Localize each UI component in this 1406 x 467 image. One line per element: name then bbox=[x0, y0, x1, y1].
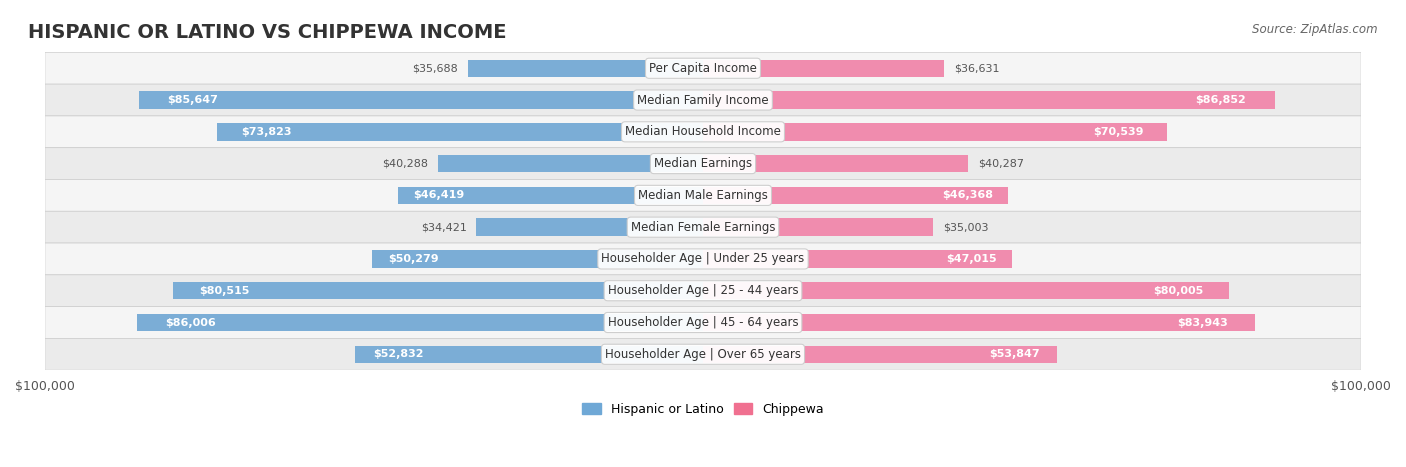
Bar bbox=[468, 59, 703, 77]
Text: Householder Age | 45 - 64 years: Householder Age | 45 - 64 years bbox=[607, 316, 799, 329]
Bar bbox=[136, 314, 703, 331]
Text: $70,539: $70,539 bbox=[1094, 127, 1144, 137]
Text: Householder Age | 25 - 44 years: Householder Age | 25 - 44 years bbox=[607, 284, 799, 297]
Text: $40,288: $40,288 bbox=[382, 159, 427, 169]
Text: $36,631: $36,631 bbox=[953, 63, 1000, 73]
FancyBboxPatch shape bbox=[45, 52, 1361, 84]
Text: $46,368: $46,368 bbox=[942, 191, 993, 200]
FancyBboxPatch shape bbox=[45, 84, 1361, 116]
Bar bbox=[477, 219, 703, 236]
Bar bbox=[703, 123, 1167, 141]
FancyBboxPatch shape bbox=[45, 211, 1361, 243]
Bar bbox=[703, 155, 969, 172]
Text: Median Earnings: Median Earnings bbox=[654, 157, 752, 170]
Bar bbox=[356, 346, 703, 363]
FancyBboxPatch shape bbox=[45, 339, 1361, 370]
Text: Median Male Earnings: Median Male Earnings bbox=[638, 189, 768, 202]
Bar bbox=[703, 187, 1008, 204]
Text: $85,647: $85,647 bbox=[167, 95, 218, 105]
Text: Householder Age | Under 25 years: Householder Age | Under 25 years bbox=[602, 253, 804, 265]
Bar bbox=[703, 282, 1229, 299]
Bar bbox=[703, 219, 934, 236]
Bar bbox=[398, 187, 703, 204]
Text: $52,832: $52,832 bbox=[373, 349, 423, 359]
Bar bbox=[703, 91, 1275, 109]
Text: $53,847: $53,847 bbox=[988, 349, 1039, 359]
Text: Median Female Earnings: Median Female Earnings bbox=[631, 221, 775, 234]
Text: HISPANIC OR LATINO VS CHIPPEWA INCOME: HISPANIC OR LATINO VS CHIPPEWA INCOME bbox=[28, 23, 506, 42]
Bar bbox=[437, 155, 703, 172]
FancyBboxPatch shape bbox=[45, 116, 1361, 148]
Text: Source: ZipAtlas.com: Source: ZipAtlas.com bbox=[1253, 23, 1378, 36]
Text: $46,419: $46,419 bbox=[413, 191, 464, 200]
Text: $86,006: $86,006 bbox=[166, 318, 217, 327]
FancyBboxPatch shape bbox=[45, 148, 1361, 179]
Bar bbox=[703, 346, 1057, 363]
Text: $86,852: $86,852 bbox=[1195, 95, 1246, 105]
FancyBboxPatch shape bbox=[45, 243, 1361, 275]
Text: $40,287: $40,287 bbox=[979, 159, 1024, 169]
Text: Median Household Income: Median Household Income bbox=[626, 125, 780, 138]
Text: Householder Age | Over 65 years: Householder Age | Over 65 years bbox=[605, 348, 801, 361]
Text: $35,003: $35,003 bbox=[943, 222, 988, 232]
Bar bbox=[703, 250, 1012, 268]
Bar bbox=[703, 314, 1256, 331]
Text: $83,943: $83,943 bbox=[1177, 318, 1227, 327]
Text: $34,421: $34,421 bbox=[420, 222, 467, 232]
Bar bbox=[373, 250, 703, 268]
FancyBboxPatch shape bbox=[45, 307, 1361, 339]
Text: $35,688: $35,688 bbox=[412, 63, 458, 73]
Bar bbox=[139, 91, 703, 109]
Text: $80,515: $80,515 bbox=[200, 286, 250, 296]
Text: $50,279: $50,279 bbox=[388, 254, 439, 264]
Text: $73,823: $73,823 bbox=[242, 127, 292, 137]
Text: $80,005: $80,005 bbox=[1153, 286, 1204, 296]
Bar bbox=[173, 282, 703, 299]
Text: Per Capita Income: Per Capita Income bbox=[650, 62, 756, 75]
FancyBboxPatch shape bbox=[45, 179, 1361, 211]
Text: $47,015: $47,015 bbox=[946, 254, 997, 264]
Bar bbox=[217, 123, 703, 141]
Text: Median Family Income: Median Family Income bbox=[637, 93, 769, 106]
Legend: Hispanic or Latino, Chippewa: Hispanic or Latino, Chippewa bbox=[576, 398, 830, 421]
Bar bbox=[703, 59, 943, 77]
FancyBboxPatch shape bbox=[45, 275, 1361, 307]
